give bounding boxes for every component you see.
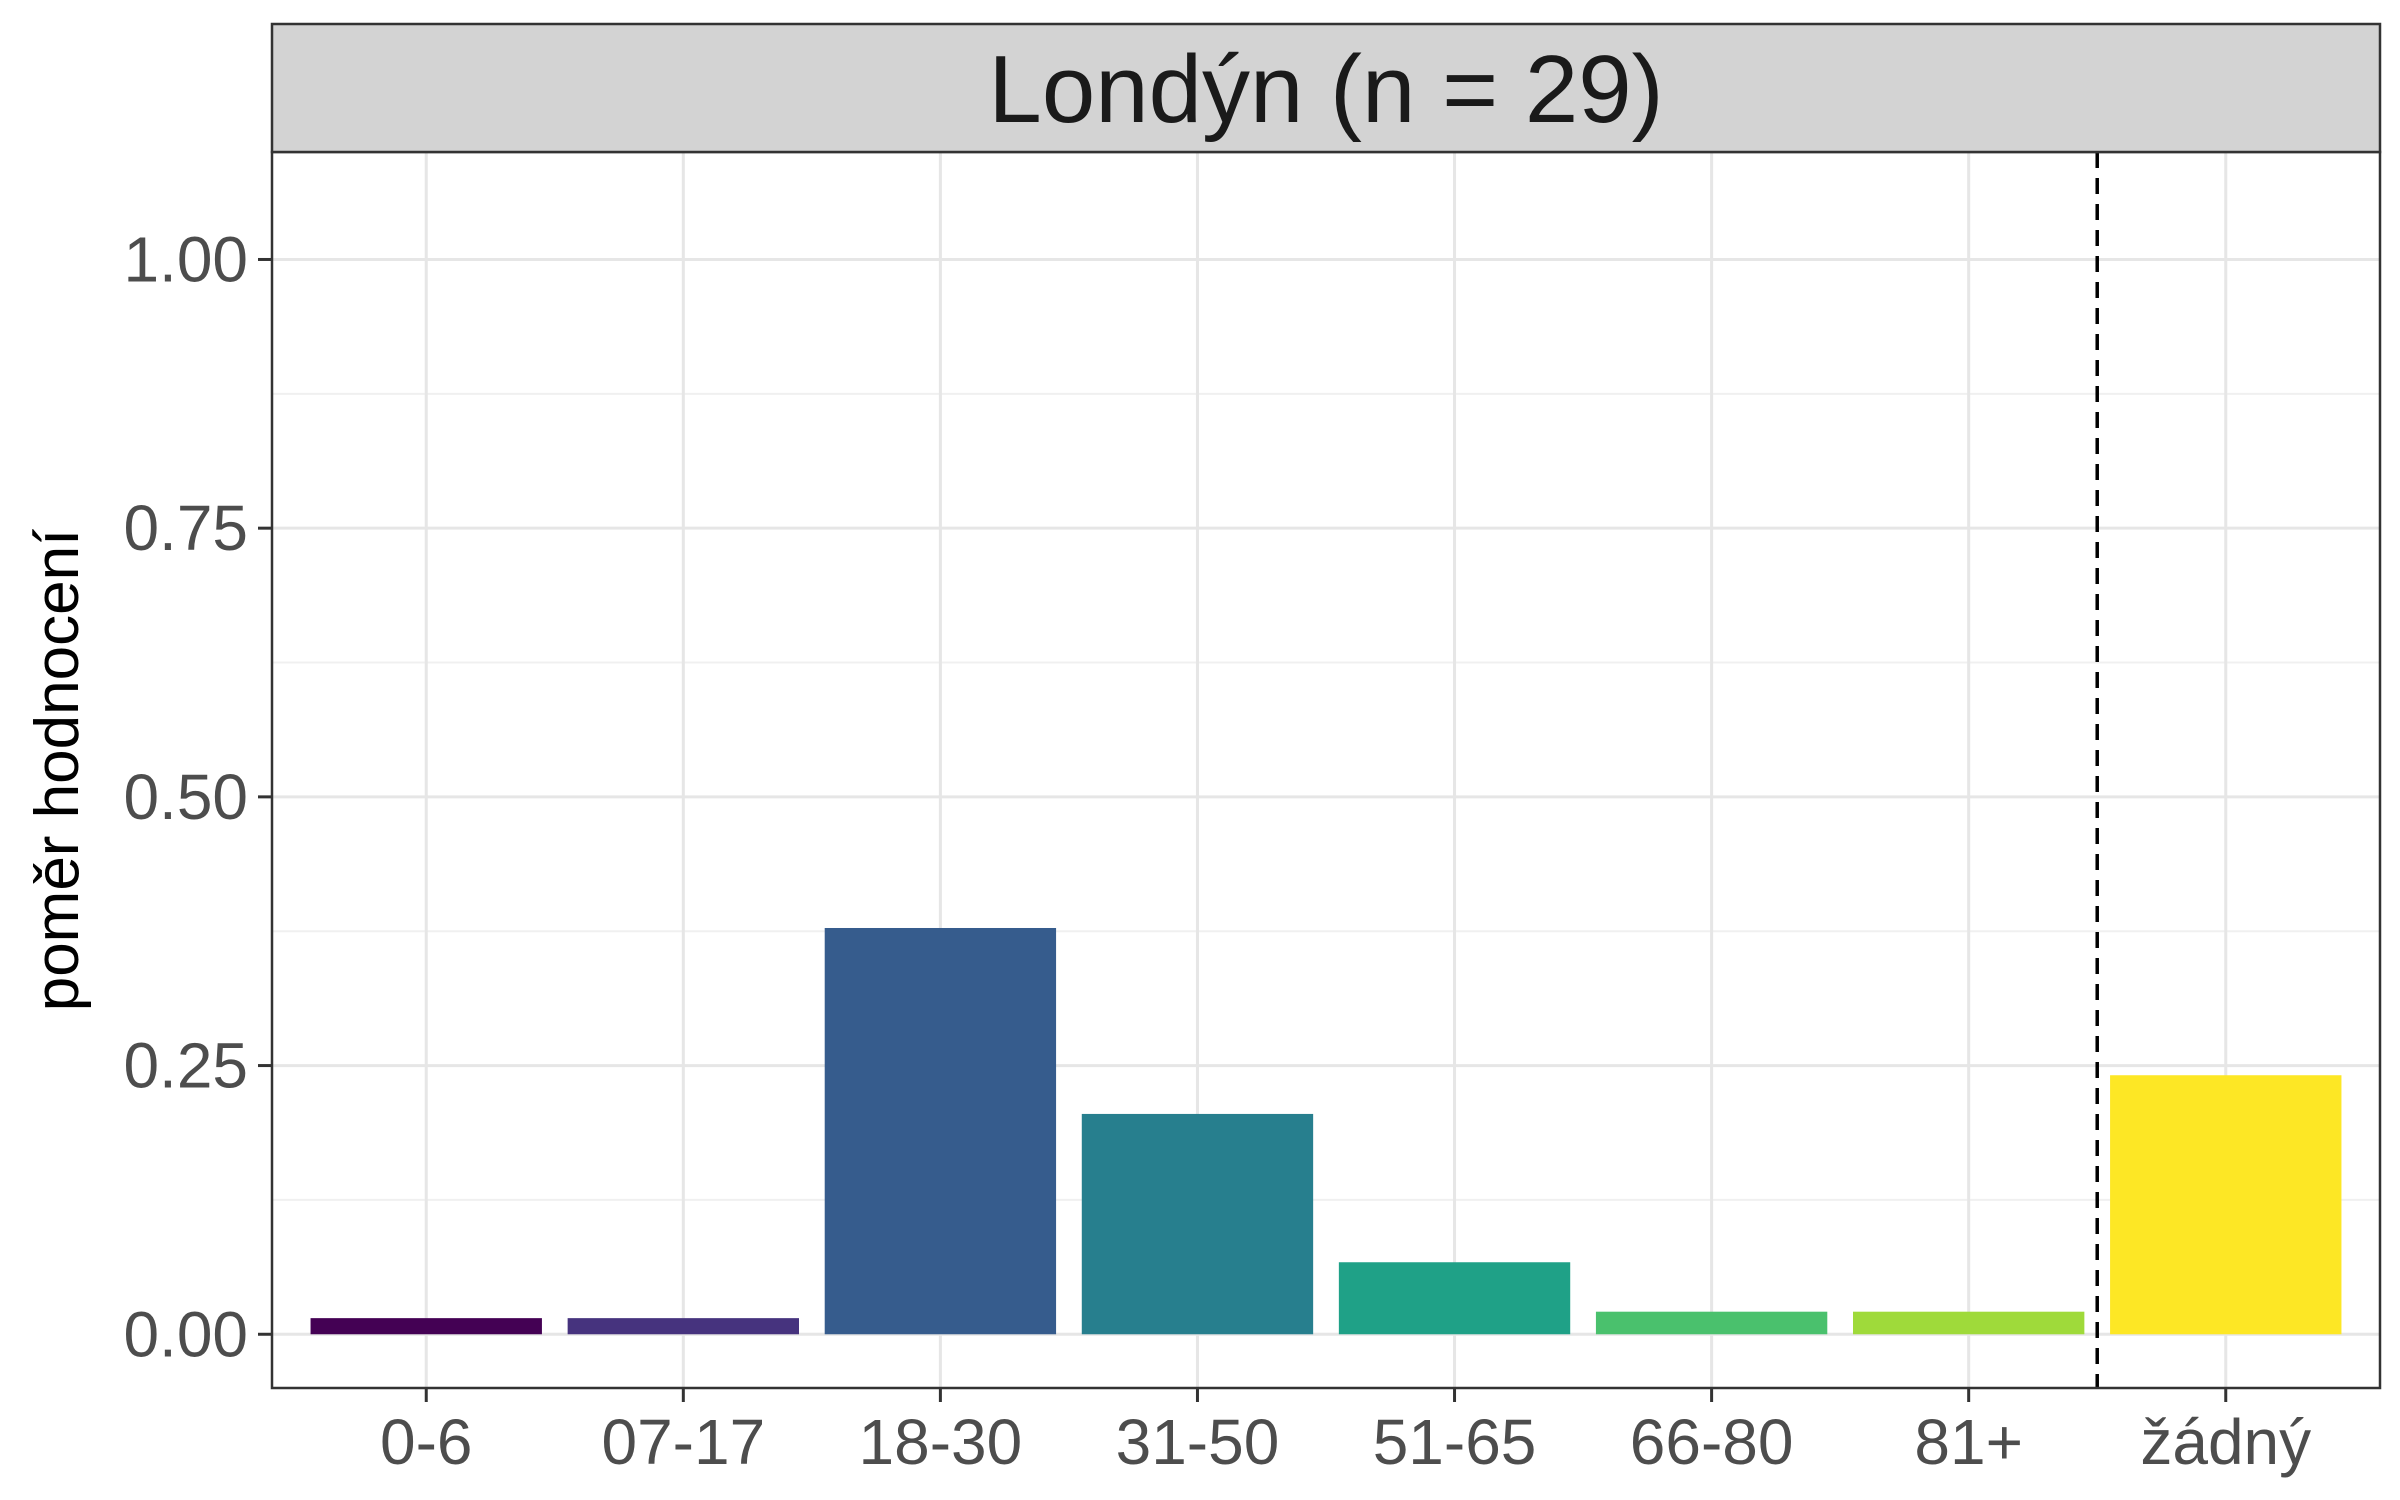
x-tick-label: 66-80 xyxy=(1630,1406,1794,1478)
bar-18-30 xyxy=(824,927,1057,1335)
bar-51-65 xyxy=(1338,1262,1571,1335)
bars xyxy=(310,927,2342,1335)
x-tick-label: 51-65 xyxy=(1373,1406,1537,1478)
facet-strip-background xyxy=(270,22,2382,154)
bar-81+ xyxy=(1853,1311,2085,1335)
x-tick-label: žádný xyxy=(2140,1406,2311,1478)
y-tick-label: 0.50 xyxy=(123,761,248,833)
x-tick-label: 0-6 xyxy=(380,1406,473,1478)
bar-žádný xyxy=(2110,1075,2342,1335)
y-tick-label: 1.00 xyxy=(123,223,248,295)
facet-strip: Londýn (n = 29) xyxy=(270,22,2382,154)
x-tick-label: 07-17 xyxy=(601,1406,765,1478)
grid xyxy=(272,152,2380,1388)
y-tick-label: 0.00 xyxy=(123,1298,248,1370)
bar-66-80 xyxy=(1595,1311,1828,1335)
chart-title: Londýn (n = 29) xyxy=(988,36,1663,143)
x-tick-label: 81+ xyxy=(1914,1406,2023,1478)
bar-07-17 xyxy=(567,1318,799,1335)
y-axis-title: poměr hodnocení xyxy=(23,529,92,1012)
x-tick-label: 31-50 xyxy=(1116,1406,1280,1478)
axes: 0.00 0.25 0.50 0.75 1.00 0-6 07-17 18-30 31-50 51… xyxy=(123,223,2311,1478)
bar-0-6 xyxy=(310,1318,542,1335)
bar-31-50 xyxy=(1081,1113,1314,1335)
y-tick-label: 0.75 xyxy=(123,492,248,564)
y-tick-label: 0.25 xyxy=(123,1030,248,1102)
x-tick-label: 18-30 xyxy=(859,1406,1023,1478)
